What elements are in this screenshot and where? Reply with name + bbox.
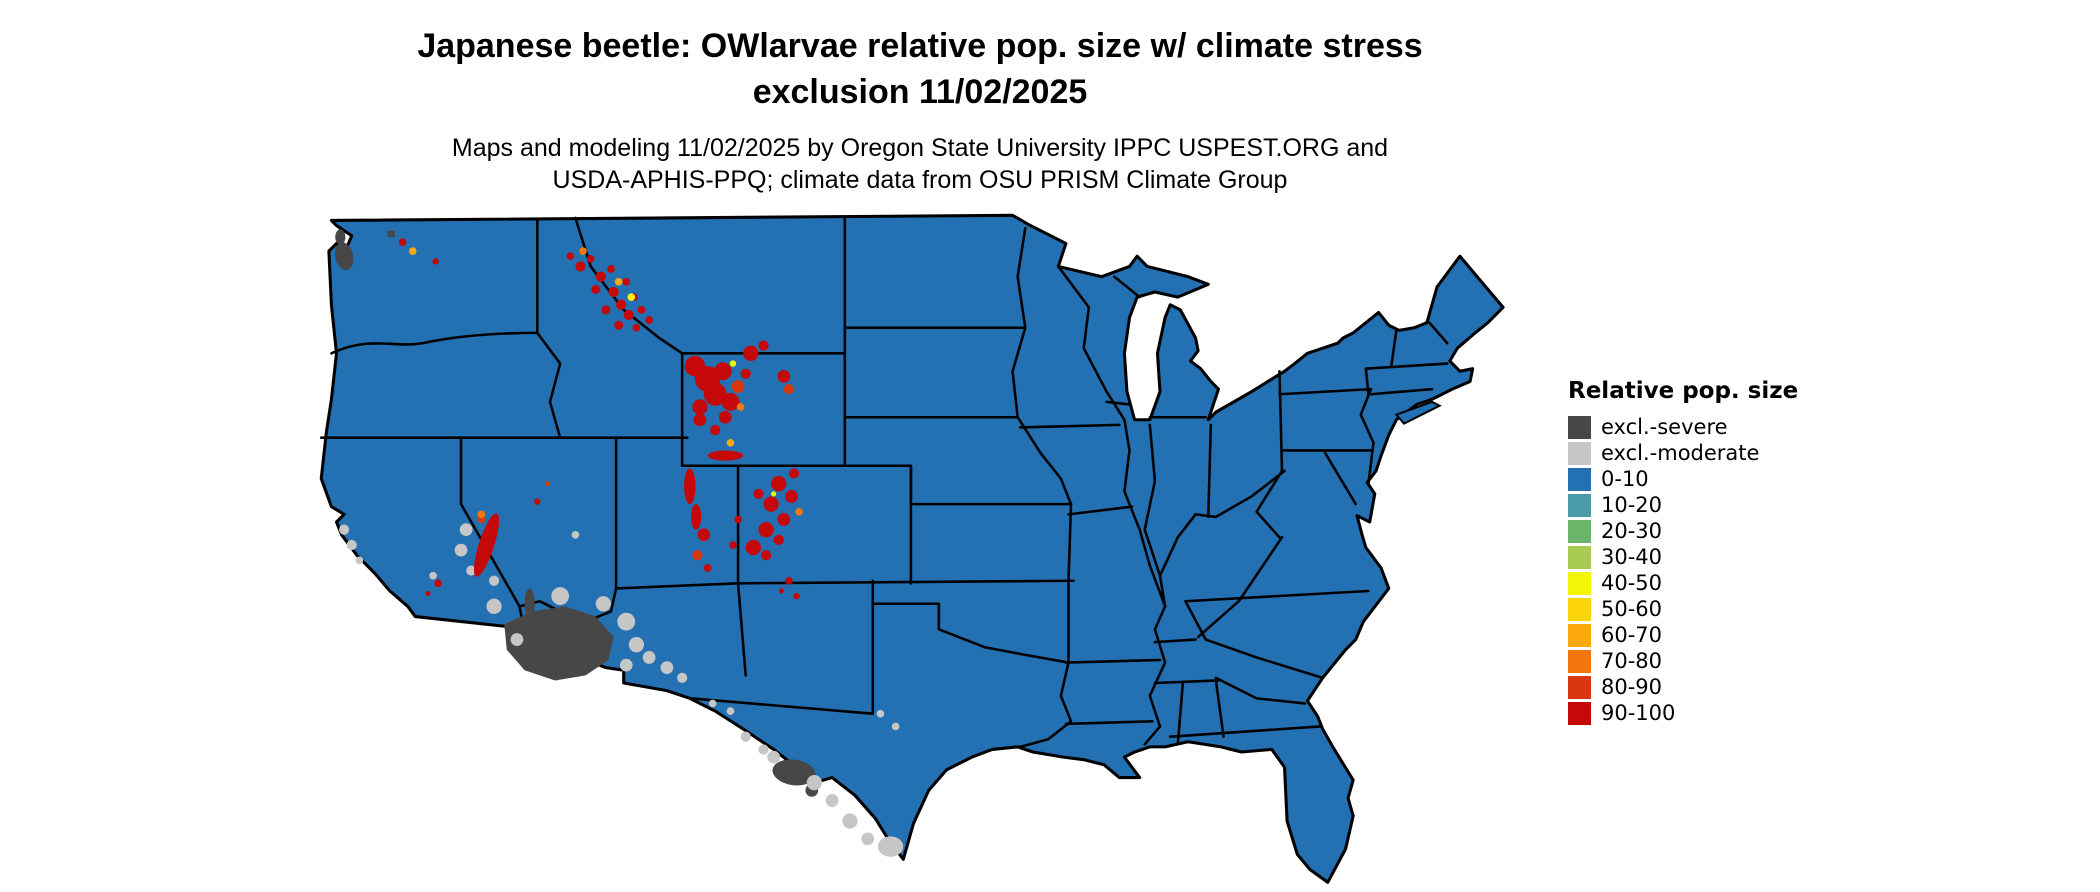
legend-label: 90-100 bbox=[1601, 701, 1676, 725]
legend-item: excl.-moderate bbox=[1568, 442, 1798, 465]
legend-item: 90-100 bbox=[1568, 702, 1798, 725]
legend-label: 70-80 bbox=[1601, 649, 1663, 673]
legend-swatch bbox=[1568, 416, 1591, 439]
us-map bbox=[319, 213, 1505, 884]
legend-label: 50-60 bbox=[1601, 597, 1663, 621]
legend-swatch bbox=[1568, 676, 1591, 699]
legend-label: 20-30 bbox=[1601, 519, 1663, 543]
legend-item: 40-50 bbox=[1568, 572, 1798, 595]
legend-item: 10-20 bbox=[1568, 494, 1798, 517]
legend-label: 30-40 bbox=[1601, 545, 1663, 569]
legend-label: excl.-severe bbox=[1601, 415, 1728, 439]
legend-swatch bbox=[1568, 546, 1591, 569]
page-title-line2: exclusion 11/02/2025 bbox=[752, 72, 1088, 111]
legend-swatch bbox=[1568, 520, 1591, 543]
long-island bbox=[1394, 400, 1442, 425]
legend-item: 0-10 bbox=[1568, 468, 1798, 491]
legend-item: 60-70 bbox=[1568, 624, 1798, 647]
high-value-regions bbox=[398, 238, 803, 600]
page-title-line1: Japanese beetle: OWlarvae relative pop. … bbox=[417, 27, 1423, 65]
legend-item: 50-60 bbox=[1568, 598, 1798, 621]
legend-label: 0-10 bbox=[1601, 467, 1649, 491]
legend-swatch bbox=[1568, 442, 1591, 465]
legend-label: excl.-moderate bbox=[1601, 441, 1760, 465]
legend-label: 60-70 bbox=[1601, 623, 1663, 647]
legend-item: excl.-severe bbox=[1568, 416, 1798, 439]
legend-item: 80-90 bbox=[1568, 676, 1798, 699]
excl-severe-regions bbox=[334, 229, 819, 797]
legend-swatch bbox=[1568, 702, 1591, 725]
page-subtitle-line1: Maps and modeling 11/02/2025 by Oregon S… bbox=[451, 133, 1389, 162]
legend-label: 80-90 bbox=[1601, 675, 1663, 699]
legend-item: 20-30 bbox=[1568, 520, 1798, 543]
legend-item: 30-40 bbox=[1568, 546, 1798, 569]
legend-item: 70-80 bbox=[1568, 650, 1798, 673]
legend-swatch bbox=[1568, 650, 1591, 673]
page-title: Japanese beetle: OWlarvae relative pop. … bbox=[90, 24, 1750, 116]
map-header: Japanese beetle: OWlarvae relative pop. … bbox=[90, 24, 1750, 197]
legend-swatch bbox=[1568, 624, 1591, 647]
legend-title: Relative pop. size bbox=[1568, 378, 1799, 404]
legend-swatch bbox=[1568, 598, 1591, 621]
legend-label: 40-50 bbox=[1601, 571, 1663, 595]
page-subtitle-line2: USDA-APHIS-PPQ; climate data from OSU PR… bbox=[552, 166, 1288, 195]
legend-swatch bbox=[1568, 468, 1591, 491]
legend-swatch bbox=[1568, 572, 1591, 595]
legend-swatch bbox=[1568, 494, 1591, 517]
us-map-container bbox=[306, 200, 1526, 890]
legend-label: 10-20 bbox=[1601, 493, 1663, 517]
excl-moderate-regions bbox=[339, 523, 904, 857]
state-borders bbox=[319, 216, 1449, 749]
legend-list: excl.-severe excl.-moderate 0-10 10-20 20-30… bbox=[1568, 416, 1798, 725]
legend: Relative pop. size excl.-severe excl.-mod… bbox=[1568, 378, 1798, 728]
page-subtitle: Maps and modeling 11/02/2025 by Oregon S… bbox=[90, 132, 1750, 197]
